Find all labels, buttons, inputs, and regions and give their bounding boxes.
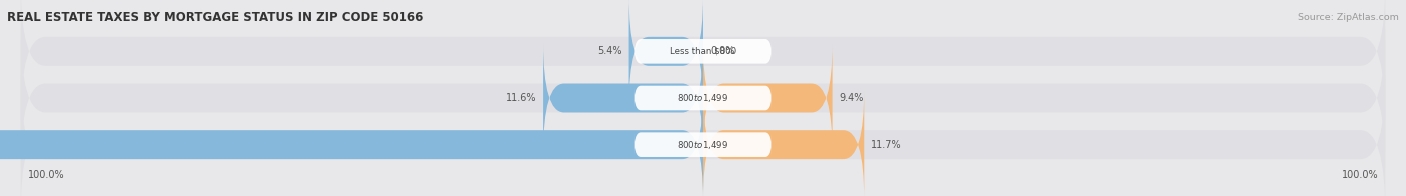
Text: $800 to $1,499: $800 to $1,499 <box>678 139 728 151</box>
FancyBboxPatch shape <box>543 43 703 153</box>
Text: REAL ESTATE TAXES BY MORTGAGE STATUS IN ZIP CODE 50166: REAL ESTATE TAXES BY MORTGAGE STATUS IN … <box>7 11 423 24</box>
Text: $800 to $1,499: $800 to $1,499 <box>678 92 728 104</box>
Text: 5.4%: 5.4% <box>598 46 621 56</box>
FancyBboxPatch shape <box>21 0 1385 121</box>
FancyBboxPatch shape <box>634 132 772 157</box>
FancyBboxPatch shape <box>703 43 832 153</box>
Text: Less than $800: Less than $800 <box>669 47 737 56</box>
Text: 100.0%: 100.0% <box>1341 170 1378 180</box>
FancyBboxPatch shape <box>21 75 1385 196</box>
FancyBboxPatch shape <box>634 86 772 110</box>
Text: 9.4%: 9.4% <box>839 93 863 103</box>
Text: Source: ZipAtlas.com: Source: ZipAtlas.com <box>1298 13 1399 22</box>
FancyBboxPatch shape <box>628 0 703 107</box>
FancyBboxPatch shape <box>0 89 703 196</box>
FancyBboxPatch shape <box>703 89 865 196</box>
Text: 100.0%: 100.0% <box>28 170 65 180</box>
Text: 0.0%: 0.0% <box>710 46 734 56</box>
Text: 11.6%: 11.6% <box>506 93 536 103</box>
FancyBboxPatch shape <box>21 28 1385 168</box>
Text: 11.7%: 11.7% <box>872 140 901 150</box>
FancyBboxPatch shape <box>634 39 772 64</box>
